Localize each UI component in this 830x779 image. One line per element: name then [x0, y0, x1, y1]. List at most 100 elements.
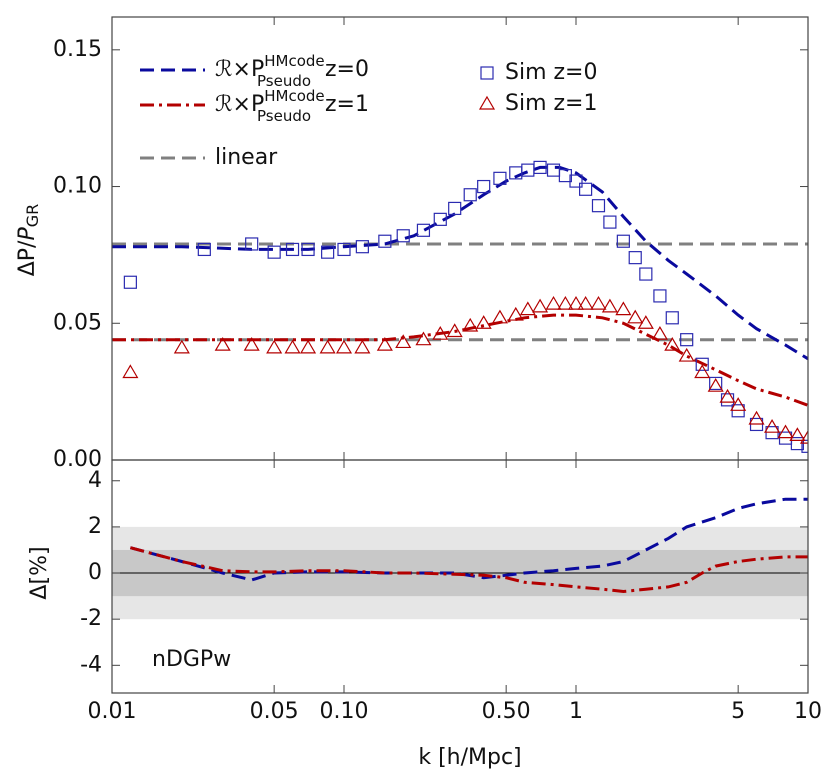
marker-triangle	[545, 295, 562, 310]
marker-square	[123, 275, 137, 289]
y-tick-label: 0.15	[53, 37, 102, 62]
marker-triangle	[748, 410, 765, 425]
marker-square	[628, 251, 642, 265]
y-tick-label: 2	[88, 514, 102, 539]
plot-area	[112, 160, 808, 453]
x-axis-label: k [h/Mpc]	[418, 745, 521, 770]
marker-triangle	[415, 331, 432, 346]
marker-triangle	[567, 295, 585, 310]
marker-square	[378, 234, 392, 248]
frame	[111, 16, 809, 461]
marker-square	[616, 234, 630, 248]
marker-square	[533, 160, 547, 175]
marker-triangle	[678, 347, 695, 362]
marker-triangle	[651, 326, 668, 340]
x-tick-label: 1	[569, 699, 583, 724]
marker-square	[301, 242, 315, 257]
marker-triangle	[214, 336, 231, 351]
series-line	[112, 313, 808, 407]
legend-swatch	[478, 95, 496, 110]
marker-square	[493, 171, 507, 185]
marker-triangle	[532, 298, 549, 313]
marker-triangle	[799, 429, 808, 444]
marker-triangle	[335, 339, 353, 354]
marker-triangle	[637, 315, 654, 329]
marker-triangle	[462, 317, 479, 332]
marker-square	[267, 245, 281, 259]
marker-triangle	[730, 397, 747, 411]
marker-triangle	[764, 418, 781, 433]
marker-triangle	[627, 309, 644, 324]
y-tick-label: -2	[80, 606, 102, 631]
marker-triangle	[664, 336, 681, 351]
marker-triangle	[376, 336, 393, 351]
legend-part: z=0	[325, 57, 369, 82]
marker-triangle	[777, 424, 794, 439]
marker-square	[433, 212, 447, 226]
marker-triangle	[507, 306, 524, 321]
marker-triangle	[122, 364, 139, 379]
y-axis-label: Δ[%]	[27, 546, 52, 599]
legend-part: HMcode	[264, 52, 324, 70]
annotation: nDGPw	[152, 647, 231, 672]
legend-label: ℛ×PHMcode Pseudo z=1	[215, 87, 369, 125]
marker-triangle	[300, 339, 317, 354]
legend-part: Pseudo	[257, 107, 311, 125]
series-line	[112, 165, 808, 361]
marker-triangle	[475, 315, 492, 329]
legend-part: HMcode	[264, 87, 324, 105]
marker-square	[653, 289, 667, 303]
marker-triangle	[707, 377, 724, 392]
marker-triangle	[789, 427, 806, 441]
y-axis-label: ΔP/PGR	[15, 204, 42, 277]
marker-triangle	[243, 336, 260, 351]
y-axis-label-part: ΔP/	[15, 240, 40, 276]
marker-square	[579, 182, 593, 196]
marker-triangle	[432, 326, 449, 340]
x-tick-label: 0.05	[250, 699, 299, 724]
marker-square	[720, 393, 735, 407]
legend-label: Sim z=1	[505, 91, 597, 116]
marker-triangle	[719, 388, 736, 403]
marker-square	[285, 242, 300, 257]
marker-triangle	[395, 334, 412, 349]
marker-triangle	[694, 364, 711, 379]
x-tick-label: 0.10	[320, 699, 369, 724]
marker-square	[355, 240, 369, 254]
legend-label: Sim z=0	[505, 60, 597, 85]
y-tick-label: 0.05	[53, 310, 102, 335]
legend-label: ℛ×PHMcode Pseudo z=0	[215, 52, 369, 90]
marker-square	[463, 188, 477, 202]
y-tick-label: 0.10	[53, 174, 102, 199]
legend-part: z=1	[325, 92, 369, 117]
y-tick-label: -4	[80, 652, 102, 677]
marker-square	[591, 199, 606, 213]
legend-part: ℛ×P	[215, 92, 264, 117]
frame	[111, 459, 809, 694]
marker-square	[321, 245, 335, 259]
marker-square	[569, 174, 583, 188]
marker-square	[337, 242, 351, 257]
marker-triangle	[519, 301, 536, 316]
marker-square	[665, 311, 679, 325]
marker-square	[197, 242, 211, 257]
marker-square	[477, 179, 491, 194]
marker-triangle	[319, 339, 336, 354]
marker-triangle	[491, 309, 508, 324]
x-tick-label: 0.50	[482, 699, 531, 724]
x-tick-label: 10	[794, 699, 822, 724]
marker-triangle	[266, 339, 283, 354]
marker-triangle	[615, 301, 632, 316]
marker-triangle	[601, 298, 618, 313]
marker-square	[416, 223, 431, 237]
y-axis-label-part: GR	[23, 204, 42, 228]
marker-square	[603, 215, 617, 229]
y-tick-label: 0	[88, 560, 102, 585]
marker-triangle	[284, 339, 301, 354]
y-tick-label: 0.00	[53, 447, 102, 472]
y-axis-label-part: P	[15, 227, 40, 241]
marker-square	[680, 333, 694, 347]
marker-square	[695, 357, 709, 371]
legend-swatch	[480, 66, 494, 80]
